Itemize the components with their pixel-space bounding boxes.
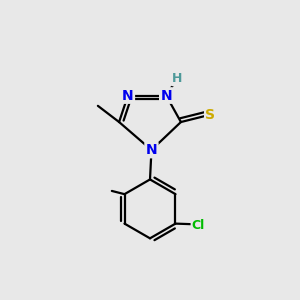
Text: N: N <box>146 143 157 157</box>
Text: N: N <box>122 88 134 103</box>
Text: Cl: Cl <box>192 219 205 232</box>
Text: H: H <box>172 72 183 85</box>
Text: S: S <box>206 108 215 122</box>
Text: N: N <box>160 88 172 103</box>
